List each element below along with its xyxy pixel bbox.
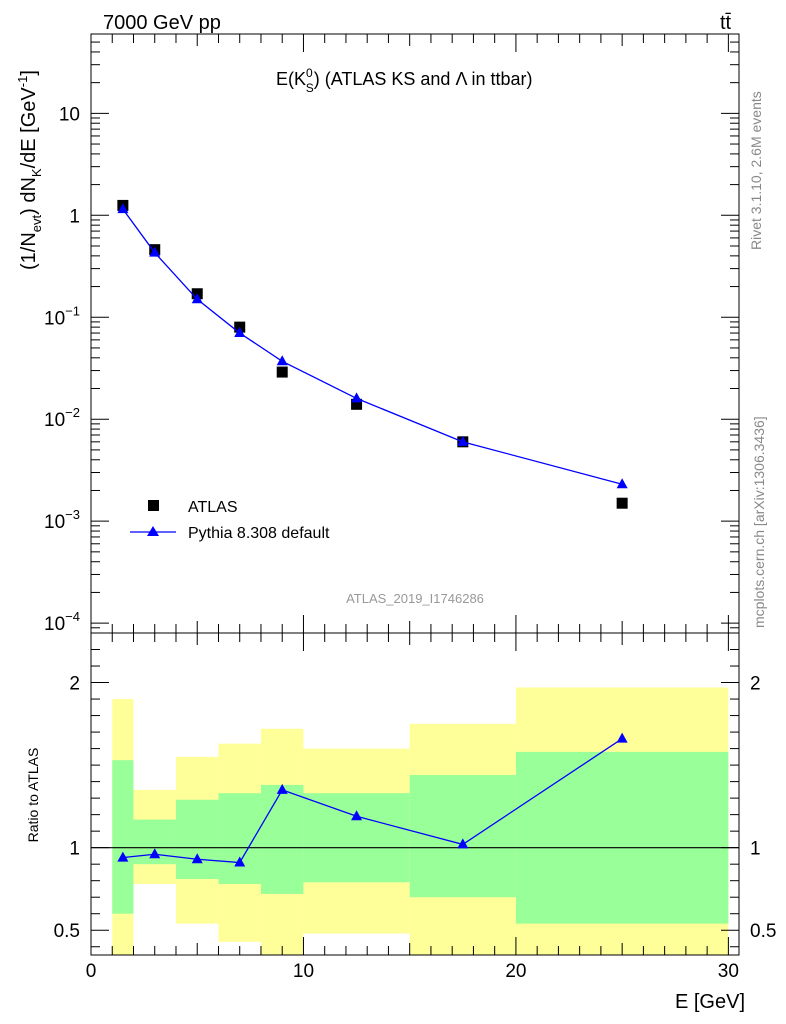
green-uncertainty-band	[112, 760, 134, 914]
ratio-plot-tick-labels: 0.5 0.51 12 20 10 20 30	[54, 674, 777, 982]
main-plot-title: E(K0 S) (ATLAS KS and Λ in ttbar)	[276, 66, 533, 95]
main-plot-frame	[90, 33, 740, 634]
ratio-plot-ticks	[90, 633, 739, 955]
ratio-uncertainty-bands	[112, 687, 729, 955]
x-tick-label: 10	[293, 961, 314, 982]
ratio-y-tick-label-left: 1	[69, 839, 80, 860]
green-uncertainty-band	[303, 793, 410, 883]
ratio-plot-frame	[90, 632, 740, 956]
main-plot-y-axis-label: (1/Nevt) dNK/dE [GeV-1]	[15, 70, 44, 270]
atlas-data-point	[616, 497, 628, 509]
process-label: tt̄	[720, 12, 732, 34]
legend-pythia-marker	[147, 526, 159, 536]
main-plot-panel: 10 1 10−1 10−2 10−3 10−4 E(K0 S) (ATLAS KS and…	[15, 33, 740, 635]
green-uncertainty-band	[409, 775, 516, 898]
pythia-ratio-point	[191, 853, 203, 864]
energy-label: 7000 GeV pp	[103, 12, 221, 34]
pythia-ratio-point	[616, 732, 628, 743]
y-tick-label: 10−3	[44, 507, 80, 533]
ratio-y-tick-label-right: 2	[750, 674, 761, 695]
main-plot-data	[117, 199, 628, 509]
legend-atlas-marker	[148, 500, 159, 511]
main-plot-ticks	[90, 33, 739, 634]
pythia-data-point	[457, 435, 469, 446]
pythia-data-point	[191, 293, 203, 304]
ratio-plot-data	[117, 732, 628, 867]
y-tick-label: 10	[59, 104, 80, 125]
pythia-data-point	[234, 327, 246, 338]
ratio-y-tick-label-left: 0.5	[54, 921, 80, 942]
atlas-data-point	[351, 398, 363, 410]
y-tick-label: 10−1	[44, 303, 80, 329]
ratio-y-tick-label-left: 2	[69, 674, 80, 695]
pythia-data-point	[276, 355, 288, 366]
y-tick-label: 1	[69, 206, 80, 227]
y-tick-label: 10−4	[44, 609, 80, 635]
ratio-y-tick-label-right: 0.5	[750, 921, 776, 942]
ratio-y-tick-label-right: 1	[750, 839, 761, 860]
x-tick-label: 20	[505, 961, 526, 982]
y-tick-label: 10−2	[44, 405, 80, 431]
pythia-ratio-point	[351, 810, 363, 821]
atlas-data-point	[276, 366, 288, 378]
pythia-ratio-point	[457, 838, 469, 849]
pythia-ratio-point	[117, 851, 129, 862]
x-tick-label: 30	[718, 961, 739, 982]
pythia-ratio-point	[234, 856, 246, 867]
pythia-data-point	[149, 246, 161, 257]
green-uncertainty-band	[515, 751, 729, 924]
x-tick-label: 0	[86, 961, 97, 982]
pythia-data-point	[117, 203, 129, 214]
x-axis-label: E [GeV]	[675, 991, 745, 1013]
pythia-curve	[122, 208, 623, 485]
pythia-ratio-point	[276, 783, 288, 794]
pythia-ratio-curve	[122, 738, 623, 864]
rivet-version-label: Rivet 3.1.10, 2.6M events	[748, 91, 764, 250]
ratio-plot-y-axis-label: Ratio to ATLAS	[25, 748, 41, 843]
pythia-data-point	[351, 392, 363, 403]
main-plot-y-tick-labels: 10 1 10−1 10−2 10−3 10−4	[44, 104, 80, 635]
green-uncertainty-band	[218, 793, 261, 884]
green-uncertainty-band	[260, 784, 304, 894]
legend-pythia-label: Pythia 8.308 default	[188, 525, 330, 542]
mcplots-reference-label: mcplots.cern.ch [arXiv:1306.3436]	[751, 416, 767, 628]
pythia-data-point	[616, 478, 628, 489]
legend: ATLAS Pythia 8.308 default	[130, 499, 330, 542]
analysis-id-label: ATLAS_2019_I1746286	[346, 591, 484, 606]
ratio-plot-panel: 0.5 0.51 12 20 10 20 30 Ratio to ATLAS E [GeV]	[25, 632, 777, 1013]
green-uncertainty-band	[175, 799, 219, 880]
pythia-ratio-point	[149, 848, 161, 859]
legend-atlas-label: ATLAS	[188, 499, 238, 516]
